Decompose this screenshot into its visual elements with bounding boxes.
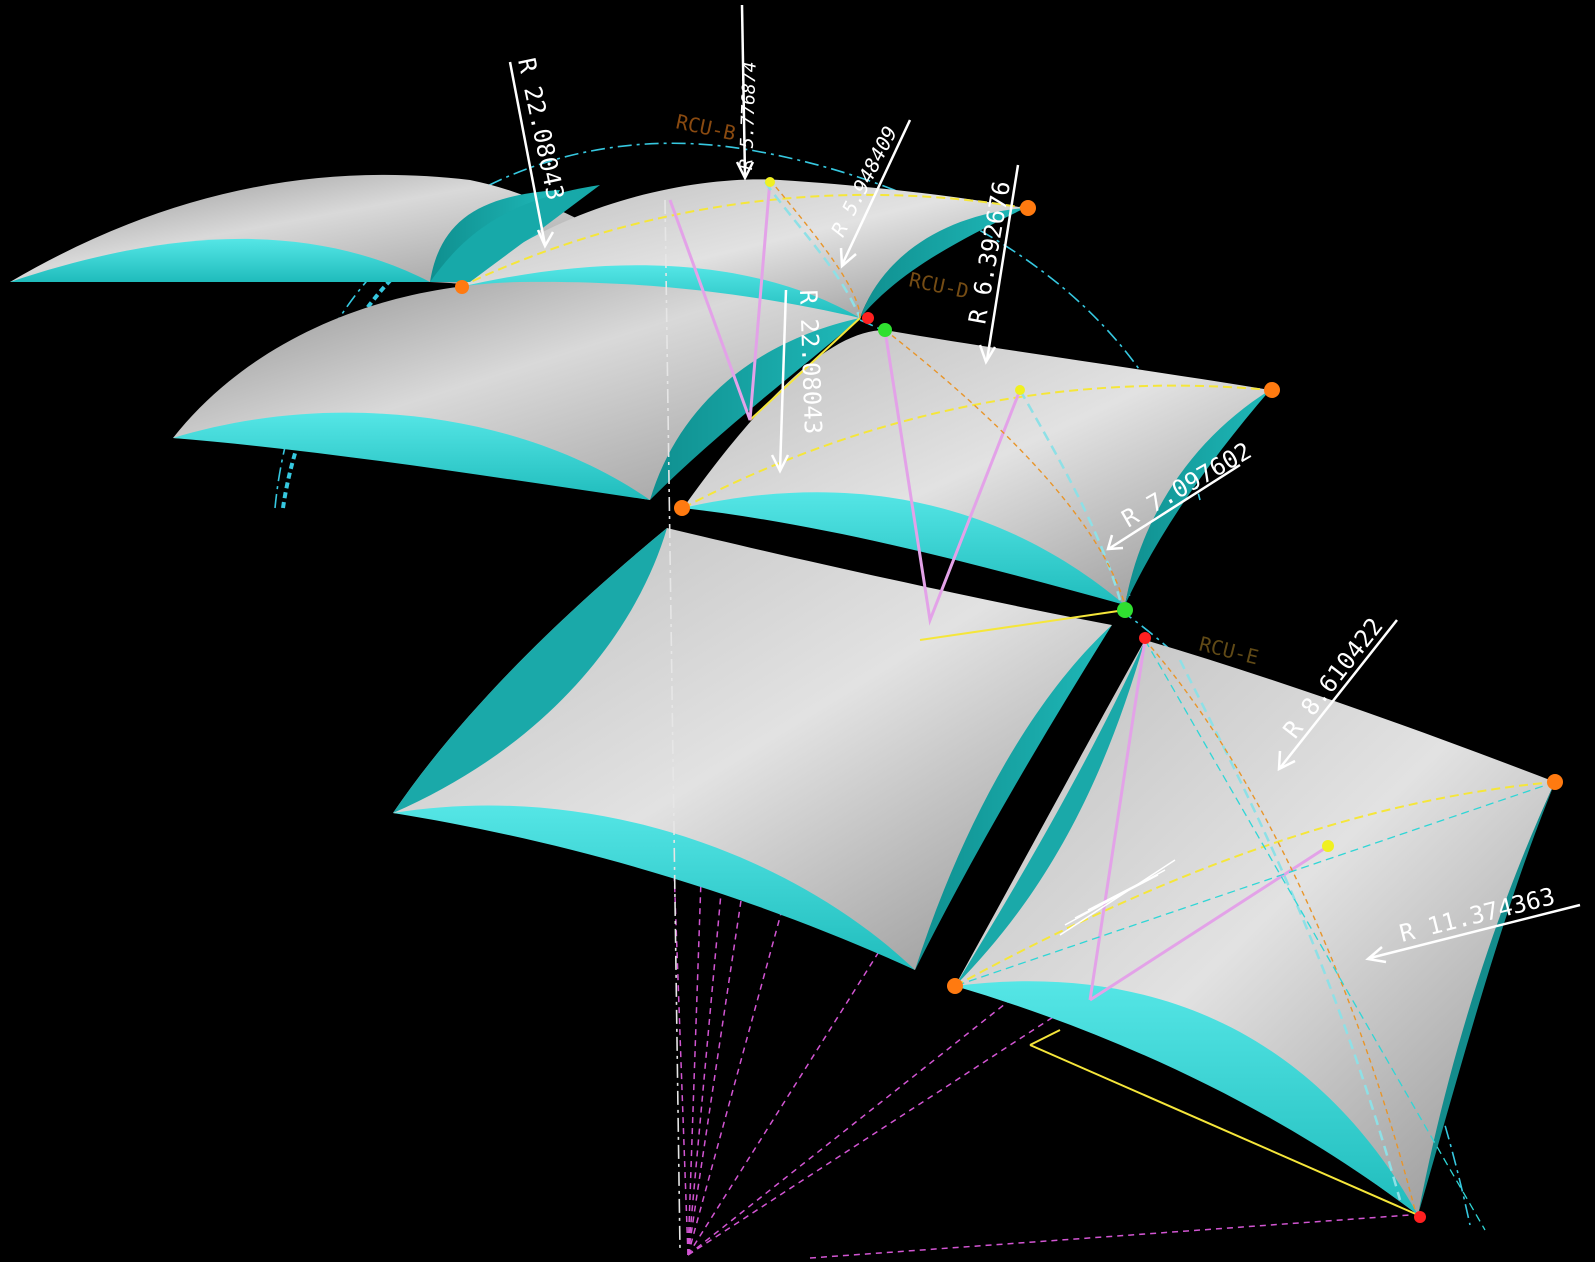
tag-rcu-d: RCU-D <box>907 267 971 303</box>
guide-light-dashed <box>763 181 1402 1201</box>
radius-label-2: R 5.776874 <box>736 61 761 170</box>
node-red <box>1139 632 1151 644</box>
node-green <box>878 323 892 337</box>
guide-yellow-solid <box>749 317 1419 1216</box>
node-orange <box>1020 200 1036 216</box>
node-yellow <box>1322 840 1334 852</box>
radius-label-1: R 22.08043 <box>512 55 569 202</box>
node-yellow <box>1015 385 1025 395</box>
guide-teal-diagonals <box>954 639 1556 1231</box>
node-orange <box>674 500 690 516</box>
tag-rcu-b: RCU-B <box>674 109 738 145</box>
panel-middle-left[interactable] <box>173 281 860 500</box>
node-red <box>1414 1211 1426 1223</box>
dimension-leaders <box>508 4 1581 964</box>
node-yellow <box>765 177 775 187</box>
node-orange <box>1547 774 1563 790</box>
panel-middle-right[interactable] <box>683 330 1270 605</box>
radius-label-5: R 22.08043 <box>794 289 827 434</box>
guide-violet-lines <box>668 179 1331 1002</box>
guide-vertical-dashdot <box>664 199 681 1251</box>
guide-orange-dashed <box>769 179 1416 1211</box>
node-orange <box>455 280 469 294</box>
panel-bottom-right[interactable] <box>955 640 1555 1215</box>
guide-yellow-lines <box>459 193 1556 987</box>
node-green <box>1117 602 1133 618</box>
node-red <box>862 312 874 324</box>
guide-white-hatch <box>1059 859 1176 936</box>
node-orange <box>1264 382 1280 398</box>
nodes <box>455 177 1563 1223</box>
node-orange <box>947 978 963 994</box>
